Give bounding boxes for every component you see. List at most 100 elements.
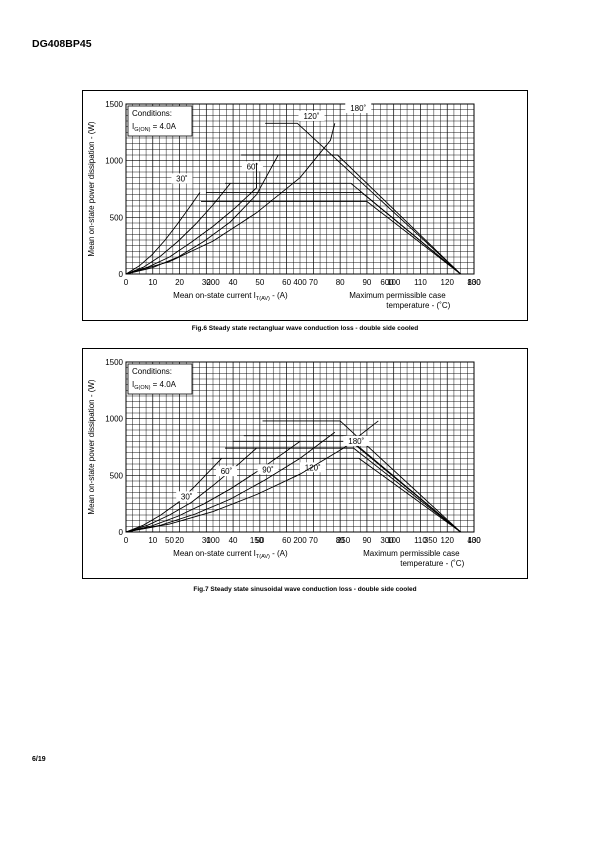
x-current-tick-label: 800 [467,278,481,287]
series-label-background [241,161,263,172]
series-label: 180˚ [348,437,364,446]
x-current-tick-label: 600 [380,278,394,287]
figure-6-frame: 0 500 1000 1500 Mean on-state power dissipat… [82,90,528,321]
x-temperature-tick-label: 20 [175,278,184,287]
y-tick-label: 1500 [105,100,123,109]
x-temperature-axis-label-line1: Maximum permissible case [363,549,460,558]
temperature-curve [211,457,461,533]
series-label-background [257,464,279,475]
series-line [125,192,201,275]
x-temperature-tick-label: 90 [362,536,371,545]
x-current-tick-label: 0 [124,278,129,287]
series-line [125,183,231,275]
series-label-background [343,435,370,446]
x-temperature-tick-label: 100 [387,536,401,545]
x-temperature-tick-label: 50 [255,278,264,287]
y-tick-label: 500 [110,471,124,480]
series-label-background [298,110,325,121]
x-temperature-tick-label: 70 [309,278,318,287]
y-axis-label: Mean on-state power dissipation - (W) [87,379,96,515]
conditions-title: Conditions: [132,109,172,118]
x-current-axis-label: Mean on-state current IT(AV) - (A) [173,549,288,560]
conditions-value: IG(ON) = 4.0A [132,122,177,133]
figure-7-frame: 0 500 1000 1500 Mean on-state power dissipat… [82,348,528,579]
x-current-tick-label: 200 [293,536,307,545]
series-line [125,458,223,533]
y-axis-label: Mean on-state power dissipation - (W) [87,121,96,257]
x-temperature-tick-label: 50 [255,536,264,545]
document-title: DG408BP45 [32,38,92,50]
temperature-curve [243,435,461,533]
page-number: 6/19 [32,756,46,763]
conditions-title: Conditions: [132,367,172,376]
series-label-background [171,173,193,184]
y-tick-label: 0 [119,528,124,537]
x-current-tick-label: 400 [467,536,481,545]
x-temperature-tick-label: 10 [148,278,157,287]
x-temperature-tick-label: 40 [229,278,238,287]
x-temperature-axis-label-line2: temperature - (˚C) [386,301,450,310]
series-line [125,123,336,275]
series-line [125,440,301,533]
y-tick-label: 1000 [105,415,123,424]
plot-area-border [125,103,475,275]
x-temperature-tick-label: 60 [282,536,291,545]
series-label: 30˚ [181,492,193,501]
temperature-curve [265,122,461,275]
x-temperature-axis-label-line2: temperature - (˚C) [400,559,464,568]
series-line [125,154,279,275]
x-current-tick-label: 400 [293,278,307,287]
x-temperature-tick-label: 30 [202,278,211,287]
conditions-box [127,363,193,395]
series-label: 60˚ [247,162,259,171]
series-line [125,162,257,275]
plot-area-border [125,361,475,533]
x-current-tick-label: 300 [380,536,394,545]
x-temperature-tick-label: 10 [148,536,157,545]
x-temperature-tick-label: 90 [362,278,371,287]
figure-7-caption: Fig.7 Steady state sinusoidal wave condu… [193,586,417,593]
series-label-background [345,103,372,113]
series-label: 60˚ [221,467,233,476]
x-current-tick-label: 200 [206,278,220,287]
x-temperature-tick-label: 20 [175,536,184,545]
series-label: 120˚ [305,463,321,472]
series-label: 90˚ [262,465,274,474]
x-temperature-tick-label: 110 [414,536,427,545]
x-temperature-tick-label: 130 [467,278,481,287]
y-tick-label: 0 [119,270,124,279]
x-temperature-tick-label: 80 [336,278,345,287]
figure-6-caption: Fig.6 Steady state rectangluar wave cond… [191,325,419,332]
temperature-curve [200,201,461,275]
series-label-background [299,462,326,473]
x-temperature-tick-label: 120 [441,536,455,545]
x-current-axis-label: Mean on-state current IT(AV) - (A) [173,291,288,302]
x-current-tick-label: 50 [165,536,174,545]
x-temperature-tick-label: 110 [414,278,427,287]
x-temperature-tick-label: 60 [282,278,291,287]
series-label: 180˚ [350,104,366,113]
x-temperature-tick-label: 120 [441,278,455,287]
x-current-tick-label: 150 [250,536,264,545]
x-current-tick-label: 350 [424,536,438,545]
x-temperature-tick-label: 80 [336,536,345,545]
series-label: 30˚ [176,174,188,183]
temperature-curve [262,420,461,533]
conditions-box [127,105,193,137]
x-current-tick-label: 100 [206,536,220,545]
y-tick-label: 1000 [105,157,123,166]
x-temperature-axis-label-line1: Maximum permissible case [349,291,446,300]
x-temperature-tick-label: 130 [467,536,481,545]
x-temperature-tick-label: 40 [229,536,238,545]
x-current-tick-label: 250 [337,536,351,545]
series-label-background [216,466,237,477]
x-temperature-tick-label: 30 [202,536,211,545]
x-temperature-tick-label: 100 [387,278,401,287]
temperature-curve [241,154,461,275]
series-label: 120˚ [303,112,319,121]
series-line [125,420,379,533]
x-current-tick-label: 0 [124,536,129,545]
series-label-background [176,491,198,502]
